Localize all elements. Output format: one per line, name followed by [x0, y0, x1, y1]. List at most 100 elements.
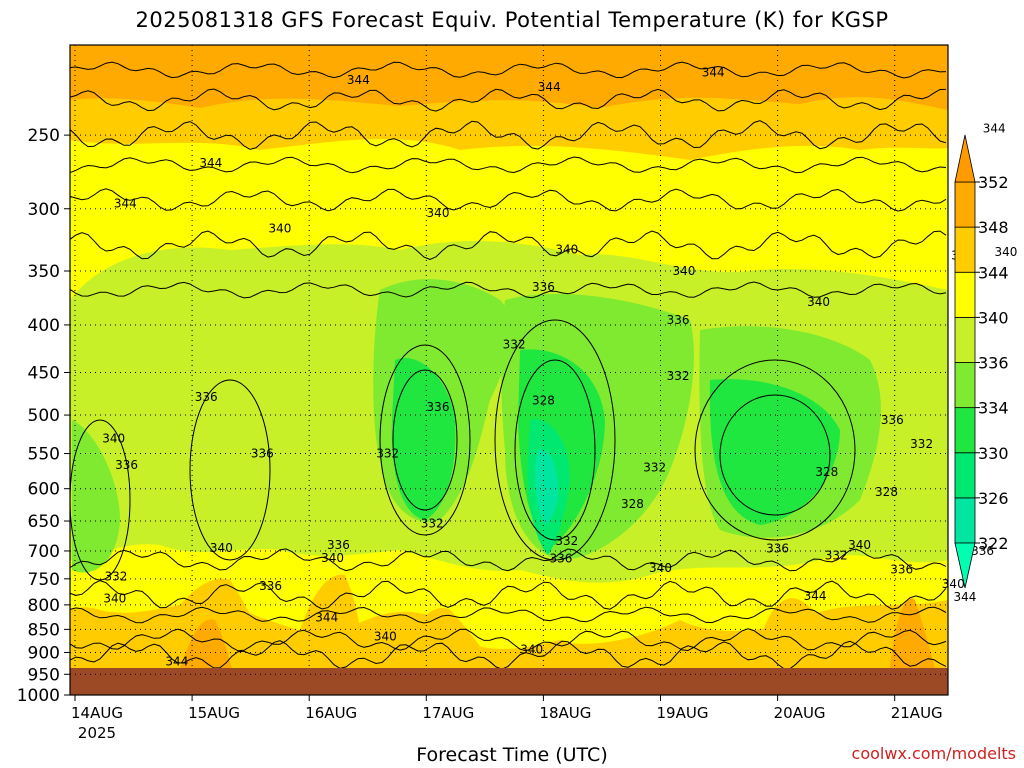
contour-label: 336: [550, 551, 573, 565]
contour-label: 328: [815, 465, 838, 479]
contour-label: 344: [954, 590, 977, 604]
colorbar-segment: [954, 271, 976, 318]
colorbar-label: 336: [978, 354, 1009, 373]
contour-label: 340: [649, 561, 672, 575]
contour-label: 336: [259, 579, 282, 593]
contour-lines: [70, 61, 947, 670]
contour-label: 332: [503, 338, 526, 352]
contour-line: [392, 369, 458, 511]
x-tick-year: 2025: [78, 724, 116, 742]
chart-title: 2025081318 GFS Forecast Equiv. Potential…: [135, 8, 889, 32]
contour-label: 328: [621, 497, 644, 511]
contour-line: [70, 230, 947, 260]
contour-label: 340: [103, 591, 126, 605]
y-tick-label: 400: [28, 316, 60, 336]
x-tick-label: 20AUG: [774, 704, 826, 722]
contour-label: 344: [199, 156, 222, 170]
colorbar-segment: [954, 226, 976, 273]
contour-label: 332: [825, 549, 848, 563]
contour-label: 336: [251, 447, 274, 461]
y-tick-label: 800: [28, 596, 60, 616]
x-tick-label: 16AUG: [305, 704, 357, 722]
y-tick-label: 250: [28, 126, 60, 146]
x-tick-label: 15AUG: [188, 704, 240, 722]
y-tick-label: 450: [28, 364, 60, 384]
contour-line: [70, 188, 947, 212]
contour-line: [514, 359, 596, 541]
field-bulge-b: [290, 574, 362, 668]
contour-line: [70, 120, 947, 150]
contour-label: 344: [983, 122, 1006, 136]
y-tick-label: 900: [28, 643, 60, 663]
ground-layer: [70, 668, 948, 695]
colorbar-extend-bottom: [954, 542, 976, 589]
colorbar-label: 348: [978, 218, 1009, 237]
watermark: coolwx.com/modelts: [851, 744, 1016, 763]
contour-label: 344: [315, 610, 338, 624]
contour-line: [379, 344, 471, 536]
contour-label: 332: [376, 447, 399, 461]
contour-label: 336: [195, 390, 218, 404]
colorbar-segment: [954, 362, 976, 409]
contour-line: [70, 156, 947, 174]
colorbar-label: 322: [978, 534, 1009, 553]
y-tick-label: 750: [28, 570, 60, 590]
contour-label: 336: [115, 458, 138, 472]
contour-label: 340: [672, 264, 695, 278]
contour-label: 340: [268, 221, 291, 235]
contour-label: 340: [102, 432, 125, 446]
colorbar-label: 344: [978, 263, 1009, 282]
contour-line: [70, 628, 947, 652]
contour-label: 340: [210, 541, 233, 555]
field-band-330-c: [709, 379, 840, 525]
x-tick-label: 17AUG: [422, 704, 474, 722]
colorbar-label: 334: [978, 399, 1009, 418]
contour-label: 336: [890, 563, 913, 577]
contour-line: [70, 580, 947, 610]
contour-label: 340: [427, 206, 450, 220]
y-tick-label: 1000: [17, 686, 60, 706]
contour-label: 340: [994, 245, 1017, 259]
colorbar: 322 326 330 334 336 340 344 348 352: [954, 134, 1009, 589]
y-tick-label: 350: [28, 262, 60, 282]
contour-label: 344: [347, 73, 370, 87]
colorbar-segment: [954, 181, 976, 228]
field-band-334-d: [72, 420, 120, 573]
x-axis-label: Forecast Time (UTC): [416, 744, 608, 766]
contour-line: [70, 548, 947, 572]
contour-label: 336: [971, 544, 994, 558]
theta-e-field: [70, 45, 948, 695]
contour-line: [189, 379, 271, 561]
y-tick-label: 650: [28, 512, 60, 532]
field-bulge-f: [890, 598, 935, 668]
contour-line: [70, 61, 947, 79]
colorbar-segment: [954, 452, 976, 499]
colorbar-segment: [954, 316, 976, 363]
contour-label: 332: [910, 437, 933, 451]
contour-line: [70, 281, 947, 299]
field-band-330-a: [391, 358, 456, 520]
contour-label: 344: [702, 65, 725, 79]
contour-label: 332: [105, 570, 128, 584]
y-tick-label: 850: [28, 620, 60, 640]
contour-label: 336: [667, 313, 690, 327]
field-bulge-a: [150, 578, 290, 668]
colorbar-label: 352: [978, 173, 1009, 192]
field-band-348: [70, 45, 948, 110]
field-bulge-d: [755, 598, 880, 668]
contour-label: 336: [881, 413, 904, 427]
contour-label: 340: [942, 577, 965, 591]
x-tick-label: 18AUG: [539, 704, 591, 722]
field-band-322: [535, 449, 559, 524]
contour-label: 336: [427, 400, 450, 414]
contour-label: 340: [520, 642, 543, 656]
contour-label: 336: [327, 538, 350, 552]
y-tick-label: 700: [28, 542, 60, 562]
contour-label: 340: [374, 629, 397, 643]
contour-label: 328: [875, 485, 898, 499]
contour-label: 340: [555, 243, 578, 257]
contour-label: 332: [667, 369, 690, 383]
contour-label: 344: [804, 589, 827, 603]
contour-label: 344: [114, 196, 137, 210]
